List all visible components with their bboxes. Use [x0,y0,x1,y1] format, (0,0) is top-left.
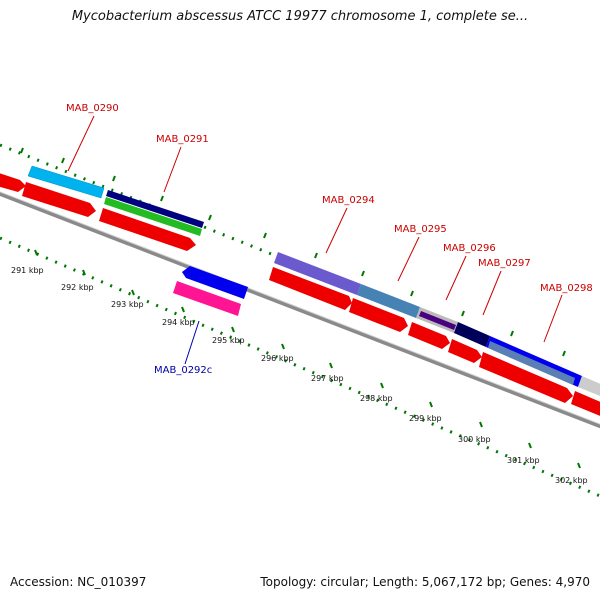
gene-mab-0292c-arrow[interactable] [182,266,248,299]
gene-arrow-6[interactable] [408,322,450,349]
scale-label-302: 302 kbp [555,476,588,485]
gene-arrow-2[interactable] [22,182,96,217]
scale-label-292: 292 kbp [61,283,94,292]
gene-arrow-9[interactable] [571,391,600,420]
gene-arrow-8[interactable] [479,352,573,403]
gene-arrow-7[interactable] [448,339,482,363]
feature-mab-0297-b[interactable] [488,341,575,385]
feature-mab-0291-b[interactable] [104,197,202,236]
feature-mab-0296-b[interactable] [454,322,490,347]
accession-label: Accession: NC_010397 [10,575,147,589]
feature-mab-0294[interactable] [274,252,361,295]
gene-mab-0292c-pink[interactable] [173,281,241,316]
feature-mab-0298[interactable] [578,376,600,400]
scale-label-300: 300 kbp [458,435,491,444]
genome-stats: Topology: circular; Length: 5,067,172 bp… [260,575,590,589]
gene-label-mab-0292c[interactable]: MAB_0292c [154,365,212,376]
scale-label-296: 296 kbp [261,354,294,363]
gene-arrow-3[interactable] [99,208,196,251]
gene-label-mab-0296[interactable]: MAB_0296 [443,243,496,254]
scale-label-295: 295 kbp [212,336,245,345]
scale-label-291: 291 kbp [11,266,44,275]
feature-mab-0296[interactable] [419,311,456,330]
scale-label-294: 294 kbp [162,318,195,327]
map-title: Mycobacterium abscessus ATCC 19977 chrom… [71,9,529,24]
scale-label-299: 299 kbp [409,414,442,423]
gene-label-mab-0291[interactable]: MAB_0291 [156,134,209,145]
chromosome-backbone [0,191,600,429]
feature-mab-0290[interactable] [27,165,105,199]
gene-label-mab-0290[interactable]: MAB_0290 [66,103,119,114]
gene-arrow-4[interactable] [269,267,352,310]
gene-label-mab-0294[interactable]: MAB_0294 [322,195,375,206]
scale-label-293: 293 kbp [111,300,144,309]
scale-label-297: 297 kbp [311,374,344,383]
gene-label-mab-0295[interactable]: MAB_0295 [394,224,447,235]
scale-label-298: 298 kbp [360,394,393,403]
inner-ruler-major-ticks [34,249,581,469]
gene-arrow-5[interactable] [349,298,408,332]
scale-label-301: 301 kbp [507,456,540,465]
gene-label-mab-0298[interactable]: MAB_0298 [540,283,593,294]
outer-ruler-major-ticks [20,147,566,357]
gene-label-mab-0297[interactable]: MAB_0297 [478,258,531,269]
gene-arrow-1[interactable] [0,170,26,192]
feature-mab-0295[interactable] [357,284,420,318]
feature-mab-0291-a[interactable] [106,190,204,228]
